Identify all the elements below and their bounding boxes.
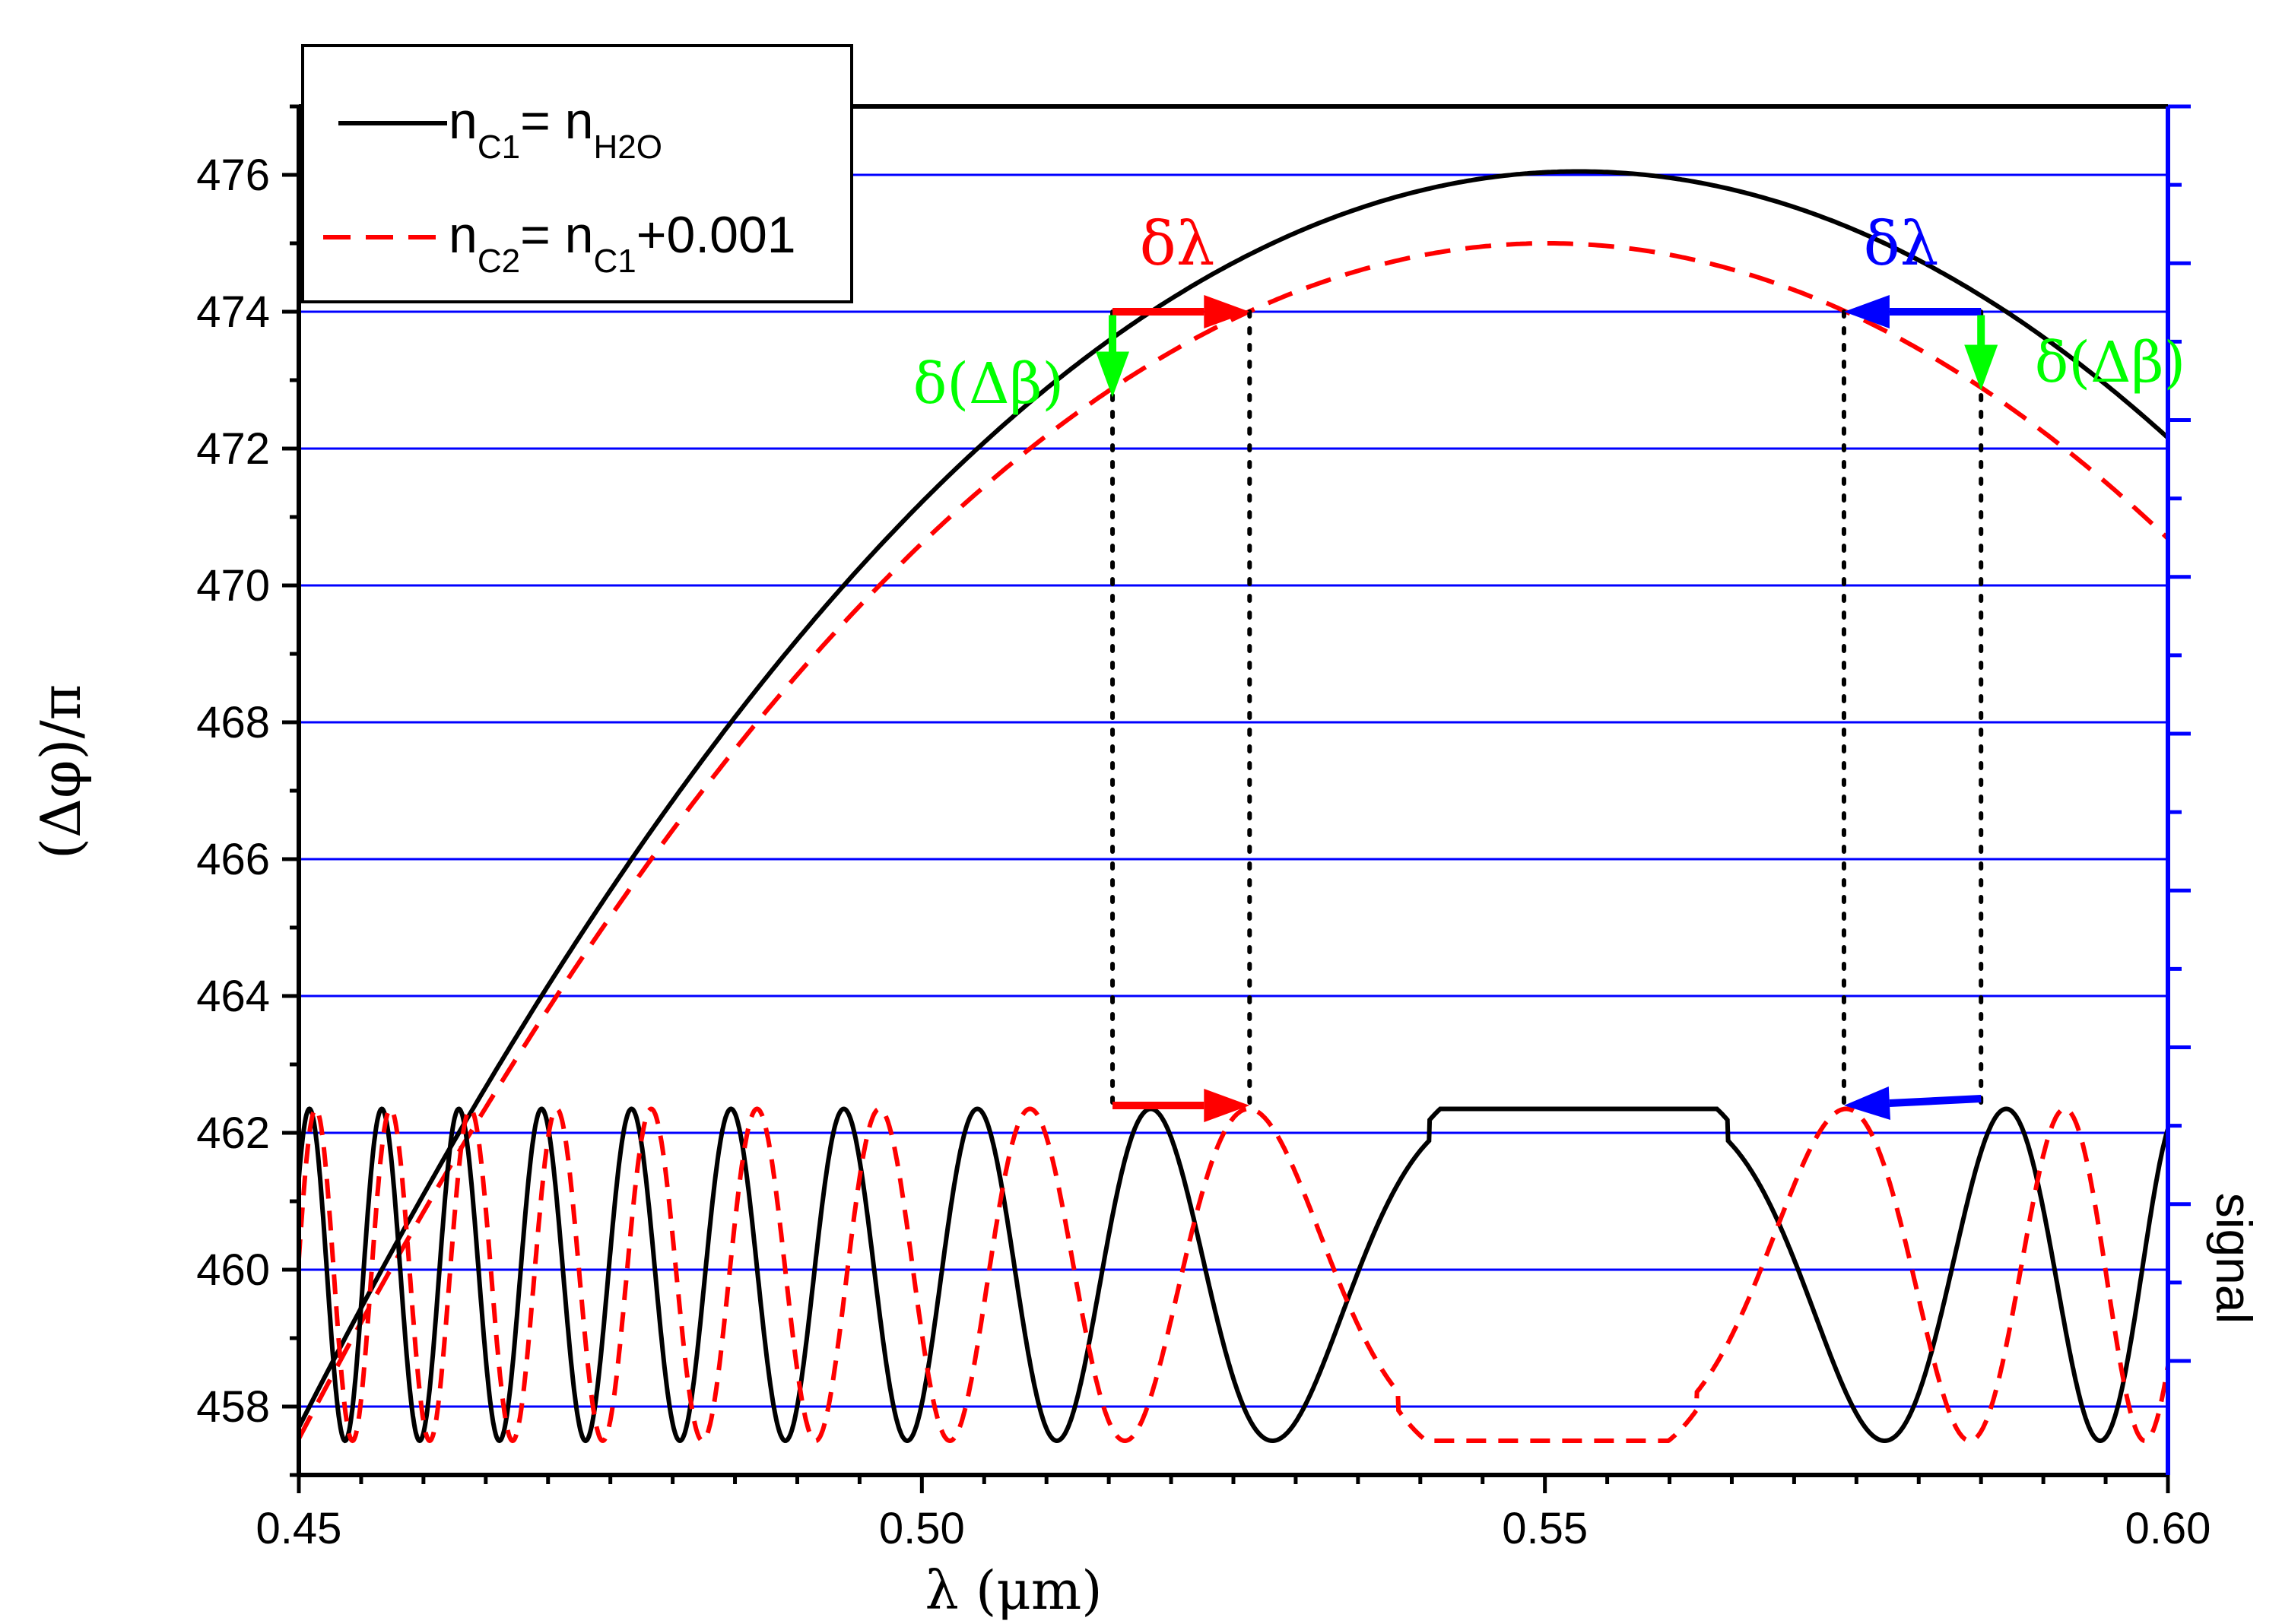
grid-lines: [299, 173, 2168, 1408]
blue-arrow-bottom-head: [1843, 1086, 1890, 1120]
green-arrow-right-head: [1964, 344, 1998, 391]
blue-arrow-bottom-shaft: [1889, 1095, 1982, 1108]
red-arrow-bottom-head: [1204, 1089, 1250, 1122]
y-tick-label: 460: [196, 1245, 270, 1295]
x-tick-label: 0.60: [2125, 1504, 2211, 1553]
x-tick-label: 0.50: [879, 1504, 965, 1553]
right-axis-title: signal: [2206, 1193, 2262, 1324]
plot-area: [299, 169, 2168, 1444]
y-tick-label: 476: [196, 151, 270, 200]
delta-beta-right-label: δ(Δβ): [2035, 330, 2186, 395]
ticks: 458 460 462 464 466 468 470 472 474 476 0.45 0.50 0.…: [196, 104, 2211, 1553]
phase-curve-phase_c1: [299, 169, 2168, 1429]
green-arrow-left-head: [1096, 351, 1129, 398]
y-tick-label: 458: [196, 1382, 270, 1432]
y-tick-label: 464: [196, 972, 270, 1021]
red-arrow-top-head: [1204, 295, 1250, 328]
x-axis-title: λ (μm): [925, 1559, 1102, 1622]
signal-curve-signal_c2: [299, 1106, 2168, 1444]
y-tick-label: 466: [196, 835, 270, 884]
x-tick-label: 0.55: [1502, 1504, 1588, 1553]
phase-curve-phase_c2: [299, 241, 2168, 1440]
y-tick-label: 462: [196, 1109, 270, 1158]
signal-curve-signal_c1: [299, 1106, 2168, 1444]
x-tick-label: 0.45: [256, 1504, 342, 1553]
arrows: [1096, 295, 1998, 1122]
y-axis-title: (Δφ)/π: [29, 684, 93, 859]
delta-lambda-red-label: δλ: [1140, 208, 1215, 279]
legend-label-c1: nC1= nH2O: [449, 92, 662, 166]
delta-lambda-blue-label: δλ: [1864, 208, 1939, 279]
guide-lines: [1110, 309, 1984, 1108]
legend-box: [301, 44, 853, 303]
y-tick-label: 470: [196, 561, 270, 611]
blue-arrow-top-head: [1843, 295, 1890, 328]
legend-label-c2: nC2= nC1+0.001: [449, 206, 796, 280]
y-tick-label: 472: [196, 424, 270, 474]
delta-beta-left-label: δ(Δβ): [913, 351, 1065, 417]
y-tick-label: 474: [196, 287, 270, 337]
legend: nC1= nH2O nC2= nC1+0.001: [301, 44, 853, 303]
y-tick-label: 468: [196, 698, 270, 747]
